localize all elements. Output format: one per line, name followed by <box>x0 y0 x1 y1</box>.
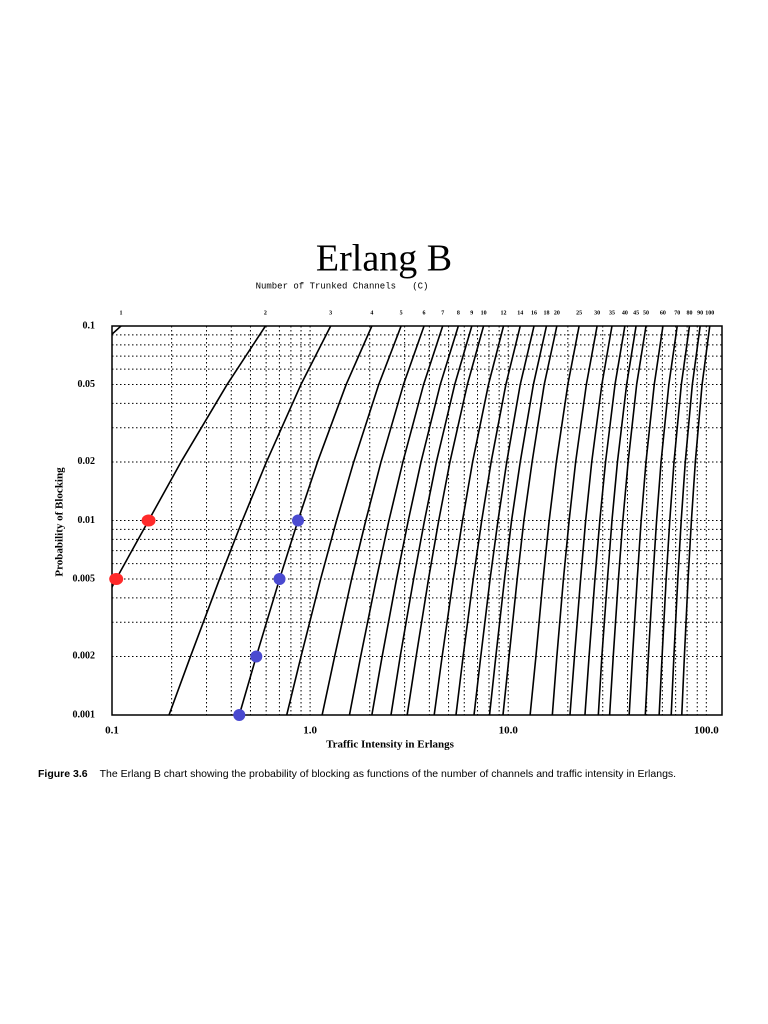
channel-curve <box>551 326 598 715</box>
channel-label: 16 <box>531 310 537 316</box>
y-tick-label: 0.002 <box>73 651 96 662</box>
grid <box>111 325 722 716</box>
channel-curve <box>529 326 580 715</box>
channel-curve <box>371 326 460 715</box>
channel-label: 45 <box>633 310 639 316</box>
annotations <box>109 514 305 721</box>
y-tick-label: 0.02 <box>78 456 96 467</box>
channel-label: 70 <box>674 310 680 316</box>
channel-label: 1 <box>119 310 122 316</box>
channel-label: 80 <box>686 310 692 316</box>
channel-curve <box>597 326 637 715</box>
channel-curve <box>658 326 691 715</box>
channel-label: 100 <box>705 310 714 316</box>
channel-curve <box>584 326 626 715</box>
x-tick-label: 0.1 <box>105 725 119 737</box>
channel-curve <box>569 326 613 715</box>
channel-label: 6 <box>423 310 426 316</box>
channel-curve <box>433 326 505 715</box>
y-tick-label: 0.1 <box>83 320 96 331</box>
plot-frame <box>111 325 723 716</box>
channel-label: 20 <box>554 310 560 316</box>
x-tick-label: 100.0 <box>694 725 719 737</box>
channel-label: 5 <box>400 310 403 316</box>
channel-label: 10 <box>481 310 487 316</box>
x-axis-title: Traffic Intensity in Erlangs <box>326 739 455 751</box>
channel-curve <box>608 326 647 715</box>
y-tick-label: 0.05 <box>78 379 96 390</box>
channel-curve <box>473 326 535 715</box>
annotation-dot <box>109 573 124 586</box>
annotation-dot <box>273 573 286 586</box>
channel-curve <box>488 326 548 715</box>
curves <box>112 326 711 715</box>
channel-label: 7 <box>441 310 444 316</box>
channel-curve <box>285 326 402 715</box>
y-axis-title: Probability of Blocking <box>54 467 66 577</box>
y-tick-label: 0.01 <box>78 515 96 526</box>
x-tick-label: 10.0 <box>499 725 519 737</box>
annotation-dot <box>250 650 263 663</box>
chart-title: Erlang B <box>316 238 452 280</box>
channel-label: 35 <box>609 310 615 316</box>
caption-label: Figure 3.6 <box>38 768 88 780</box>
annotation-dot <box>233 709 246 721</box>
top-axis-title: Number of Trunked Channels (C) <box>256 281 429 291</box>
channel-curve <box>670 326 701 715</box>
channel-curve <box>680 326 711 715</box>
channel-curve <box>390 326 473 715</box>
channel-label: 50 <box>643 310 649 316</box>
channel-label: 18 <box>543 310 549 316</box>
annotation-dot <box>141 514 156 527</box>
annotation-dot <box>292 514 305 527</box>
y-tick-label: 0.005 <box>73 573 96 584</box>
channel-curve <box>644 326 679 715</box>
channel-label: 8 <box>457 310 460 316</box>
channel-label: 90 <box>697 310 703 316</box>
x-tick-label: 1.0 <box>303 725 317 737</box>
channel-label: 40 <box>622 310 628 316</box>
channel-curve <box>168 326 332 715</box>
channel-curve <box>348 326 444 715</box>
caption: Figure 3.6 The Erlang B chart showing the… <box>38 768 676 780</box>
channel-label: 30 <box>594 310 600 316</box>
y-tick-label: 0.001 <box>73 709 96 720</box>
channel-curve <box>406 326 485 715</box>
channel-label: 12 <box>501 310 507 316</box>
channel-label: 25 <box>576 310 582 316</box>
channel-label: 9 <box>470 310 473 316</box>
channel-curve <box>455 326 522 715</box>
channel-label: 4 <box>370 310 373 316</box>
caption-text: The Erlang B chart showing the probabili… <box>100 768 676 780</box>
channel-curve <box>321 326 425 715</box>
channel-label: 14 <box>517 310 523 316</box>
channel-label: 3 <box>329 310 332 316</box>
channel-curve <box>628 326 664 715</box>
channel-label: 60 <box>660 310 666 316</box>
channel-curve <box>502 326 558 715</box>
channel-label: 2 <box>264 310 267 316</box>
